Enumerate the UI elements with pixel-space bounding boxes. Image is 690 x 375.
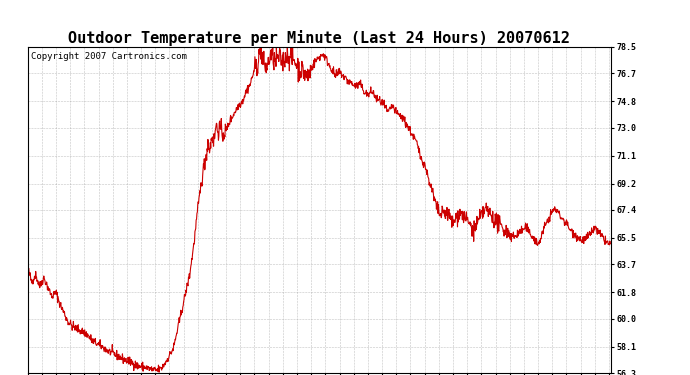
Title: Outdoor Temperature per Minute (Last 24 Hours) 20070612: Outdoor Temperature per Minute (Last 24 … [68,30,570,46]
Text: Copyright 2007 Cartronics.com: Copyright 2007 Cartronics.com [30,52,186,61]
